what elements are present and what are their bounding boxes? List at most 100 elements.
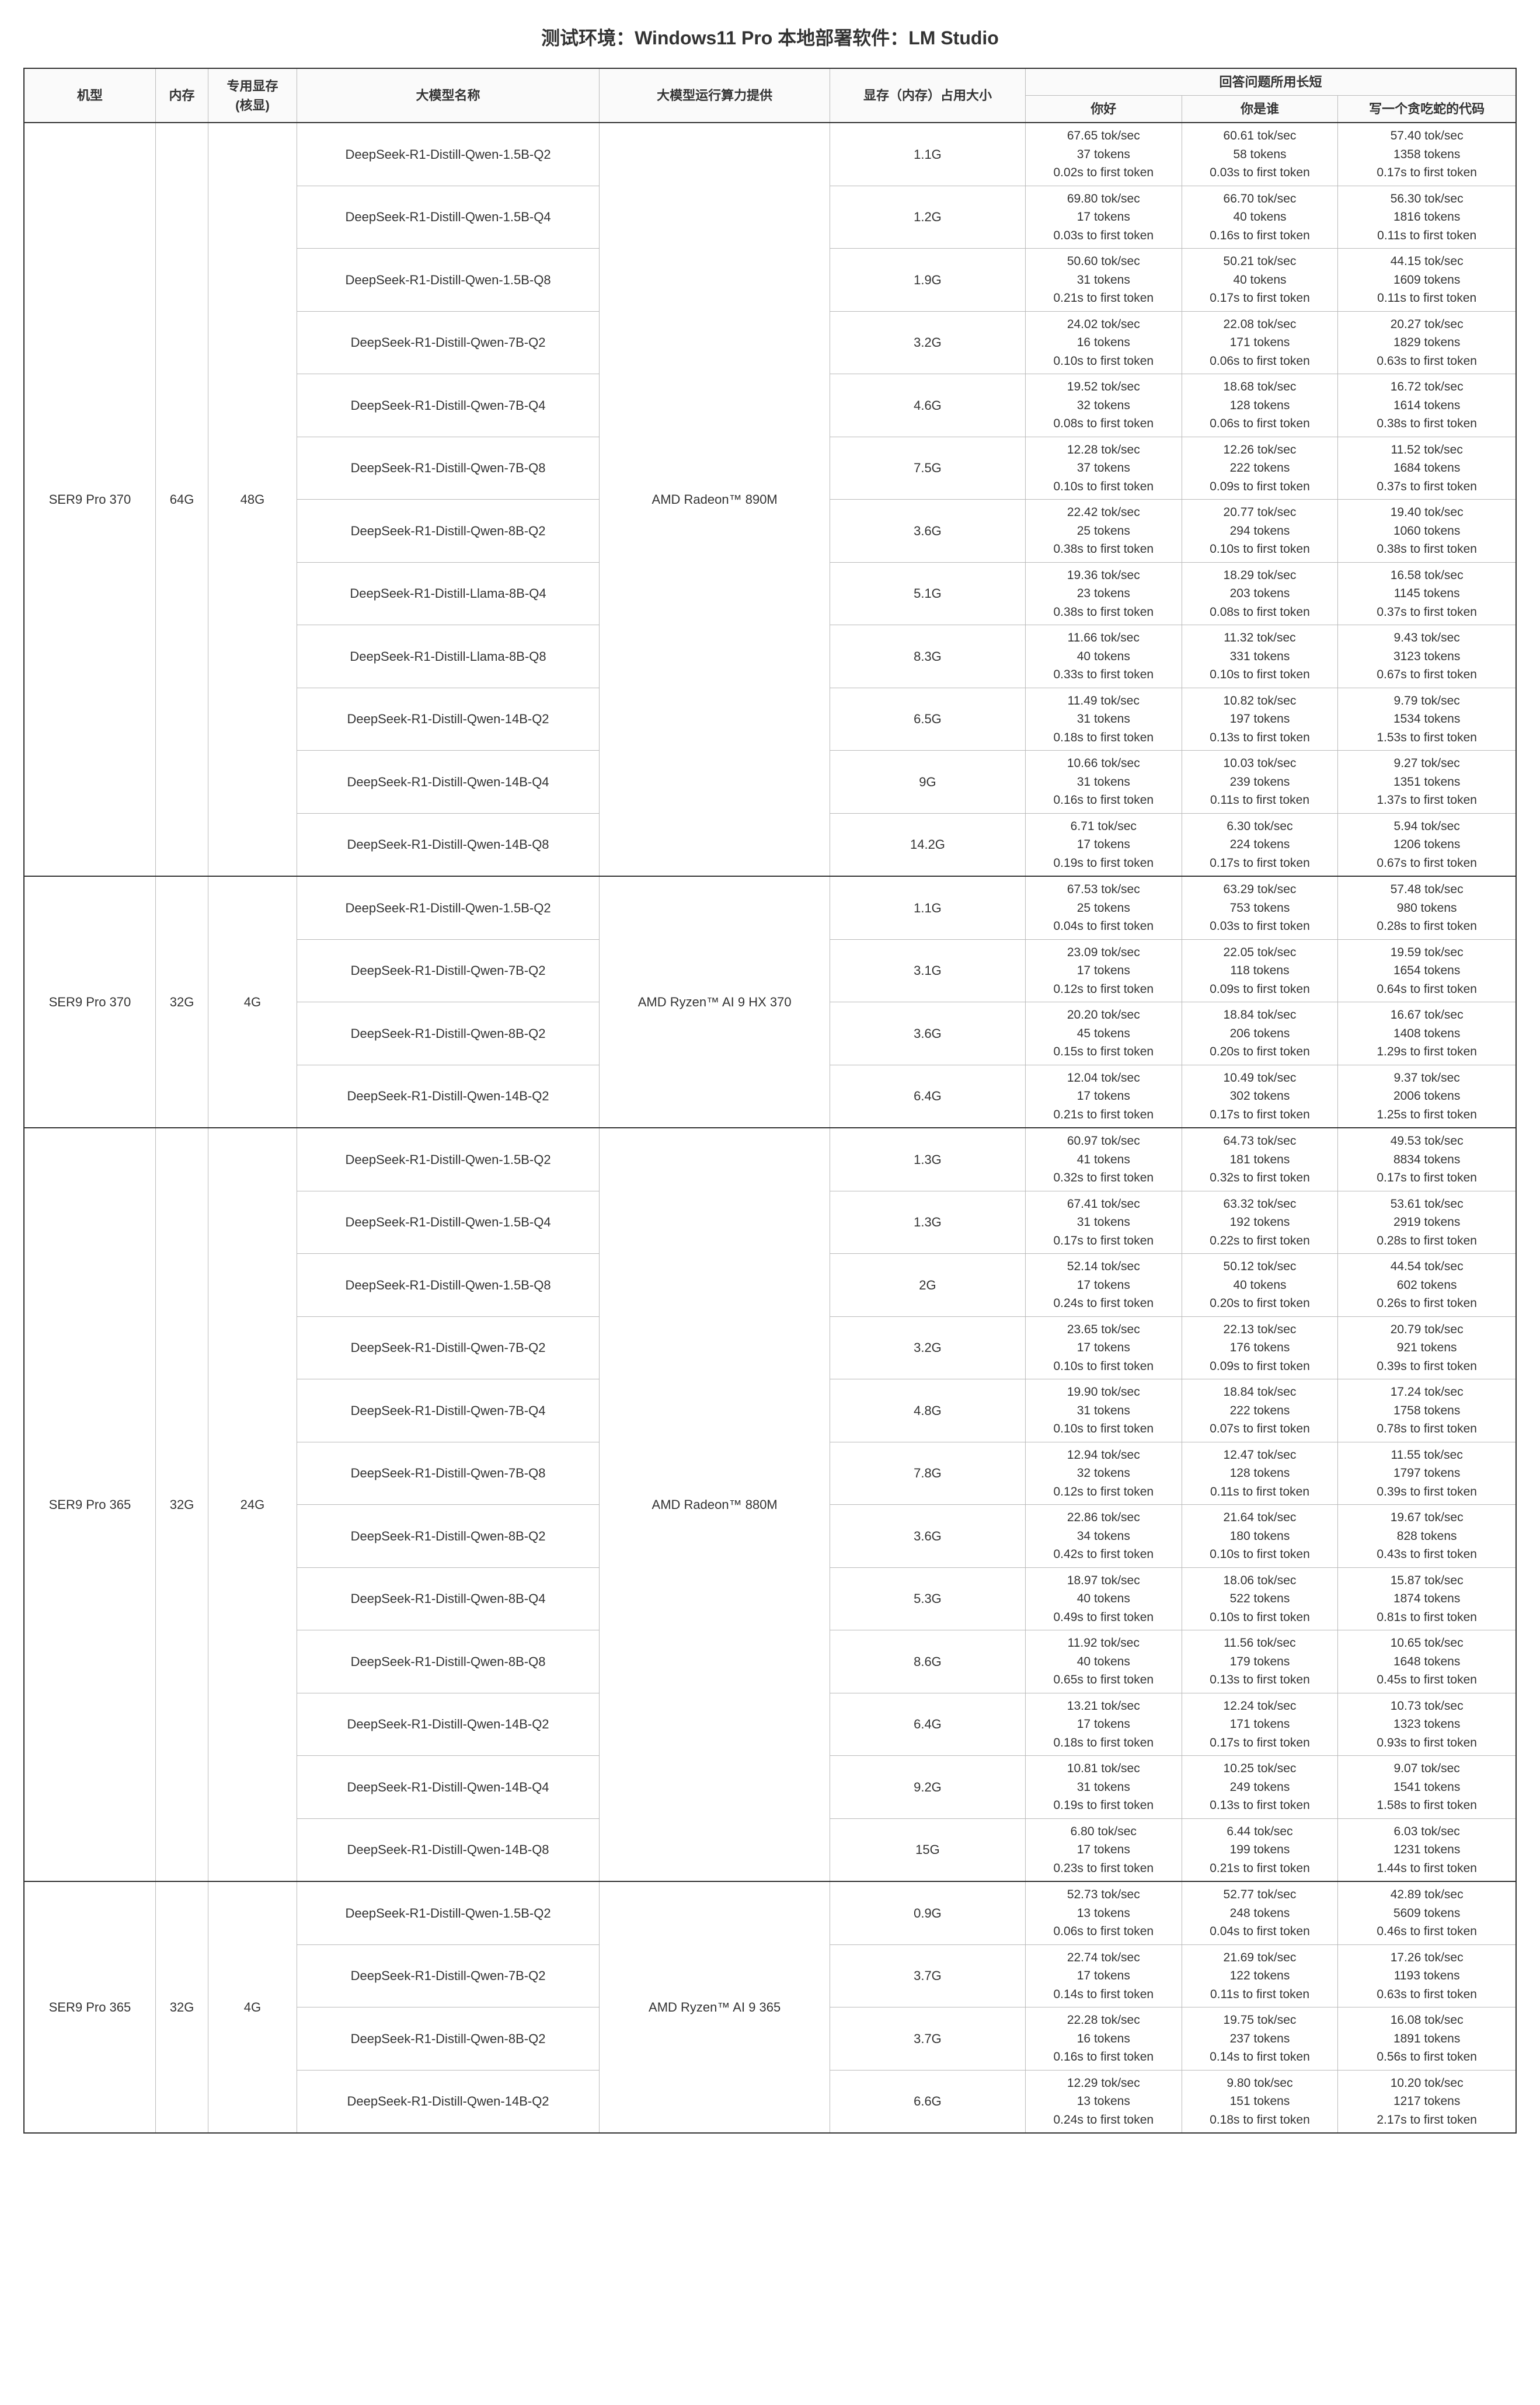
model-cell: DeepSeek-R1-Distill-Qwen-7B-Q4 [297,1379,600,1442]
q3-cell: 15.87 tok/sec1874 tokens0.81s to first t… [1338,1567,1516,1630]
usage-cell: 3.6G [830,500,1025,563]
q1-cell: 24.02 tok/sec16 tokens0.10s to first tok… [1025,311,1182,374]
q1-cell: 12.04 tok/sec17 tokens0.21s to first tok… [1025,1065,1182,1128]
q1-cell: 18.97 tok/sec40 tokens0.49s to first tok… [1025,1567,1182,1630]
machine-cell: SER9 Pro 370 [24,123,155,876]
q3-cell: 10.65 tok/sec1648 tokens0.45s to first t… [1338,1630,1516,1693]
q2-cell: 11.32 tok/sec331 tokens0.10s to first to… [1182,625,1338,688]
q2-cell: 11.56 tok/sec179 tokens0.13s to first to… [1182,1630,1338,1693]
q2-cell: 18.84 tok/sec222 tokens0.07s to first to… [1182,1379,1338,1442]
q2-cell: 52.77 tok/sec248 tokens0.04s to first to… [1182,1881,1338,1944]
q3-cell: 9.79 tok/sec1534 tokens1.53s to first to… [1338,688,1516,751]
table-row: SER9 Pro 37032G4GDeepSeek-R1-Distill-Qwe… [24,876,1516,939]
usage-cell: 4.6G [830,374,1025,437]
usage-cell: 8.6G [830,1630,1025,1693]
usage-cell: 1.3G [830,1191,1025,1254]
usage-cell: 5.1G [830,562,1025,625]
model-cell: DeepSeek-R1-Distill-Qwen-14B-Q2 [297,1065,600,1128]
q1-cell: 52.14 tok/sec17 tokens0.24s to first tok… [1025,1254,1182,1317]
table-row: SER9 Pro 37064G48GDeepSeek-R1-Distill-Qw… [24,123,1516,186]
q1-cell: 12.29 tok/sec13 tokens0.24s to first tok… [1025,2070,1182,2133]
q3-cell: 20.79 tok/sec921 tokens0.39s to first to… [1338,1316,1516,1379]
usage-cell: 6.5G [830,688,1025,751]
benchmark-table: 机型 内存 专用显存(核显) 大模型名称 大模型运行算力提供 显存（内存）占用大… [23,68,1517,2134]
machine-cell: SER9 Pro 365 [24,1128,155,1881]
hdr-model: 大模型名称 [297,68,600,123]
model-cell: DeepSeek-R1-Distill-Qwen-1.5B-Q2 [297,876,600,939]
hdr-ram: 内存 [155,68,208,123]
model-cell: DeepSeek-R1-Distill-Qwen-7B-Q4 [297,374,600,437]
model-cell: DeepSeek-R1-Distill-Llama-8B-Q8 [297,625,600,688]
q3-cell: 16.72 tok/sec1614 tokens0.38s to first t… [1338,374,1516,437]
q3-cell: 6.03 tok/sec1231 tokens1.44s to first to… [1338,1818,1516,1881]
usage-cell: 7.5G [830,437,1025,500]
usage-cell: 9G [830,751,1025,814]
model-cell: DeepSeek-R1-Distill-Qwen-14B-Q2 [297,1693,600,1756]
q3-cell: 19.40 tok/sec1060 tokens0.38s to first t… [1338,500,1516,563]
usage-cell: 14.2G [830,813,1025,876]
q3-cell: 9.27 tok/sec1351 tokens1.37s to first to… [1338,751,1516,814]
q2-cell: 18.06 tok/sec522 tokens0.10s to first to… [1182,1567,1338,1630]
q1-cell: 11.92 tok/sec40 tokens0.65s to first tok… [1025,1630,1182,1693]
q1-cell: 11.49 tok/sec31 tokens0.18s to first tok… [1025,688,1182,751]
q1-cell: 20.20 tok/sec45 tokens0.15s to first tok… [1025,1002,1182,1065]
usage-cell: 3.7G [830,2007,1025,2071]
compute-cell: AMD Ryzen™ AI 9 365 [600,1881,830,2133]
model-cell: DeepSeek-R1-Distill-Qwen-7B-Q8 [297,1442,600,1505]
q3-cell: 9.37 tok/sec2006 tokens1.25s to first to… [1338,1065,1516,1128]
q3-cell: 44.15 tok/sec1609 tokens0.11s to first t… [1338,249,1516,312]
q3-cell: 9.07 tok/sec1541 tokens1.58s to first to… [1338,1756,1516,1819]
model-cell: DeepSeek-R1-Distill-Qwen-8B-Q8 [297,1630,600,1693]
model-cell: DeepSeek-R1-Distill-Qwen-8B-Q2 [297,1505,600,1568]
q3-cell: 44.54 tok/sec602 tokens0.26s to first to… [1338,1254,1516,1317]
q1-cell: 13.21 tok/sec17 tokens0.18s to first tok… [1025,1693,1182,1756]
compute-cell: AMD Ryzen™ AI 9 HX 370 [600,876,830,1128]
q1-cell: 22.28 tok/sec16 tokens0.16s to first tok… [1025,2007,1182,2071]
usage-cell: 6.4G [830,1693,1025,1756]
q2-cell: 21.64 tok/sec180 tokens0.10s to first to… [1182,1505,1338,1568]
q2-cell: 64.73 tok/sec181 tokens0.32s to first to… [1182,1128,1338,1191]
q2-cell: 10.03 tok/sec239 tokens0.11s to first to… [1182,751,1338,814]
q2-cell: 50.12 tok/sec40 tokens0.20s to first tok… [1182,1254,1338,1317]
vram-cell: 4G [208,1881,297,2133]
hdr-vram: 专用显存(核显) [208,68,297,123]
vram-cell: 24G [208,1128,297,1881]
q3-cell: 10.73 tok/sec1323 tokens0.93s to first t… [1338,1693,1516,1756]
q1-cell: 22.86 tok/sec34 tokens0.42s to first tok… [1025,1505,1182,1568]
q1-cell: 12.28 tok/sec37 tokens0.10s to first tok… [1025,437,1182,500]
q3-cell: 9.43 tok/sec3123 tokens0.67s to first to… [1338,625,1516,688]
model-cell: DeepSeek-R1-Distill-Qwen-7B-Q2 [297,939,600,1002]
q3-cell: 20.27 tok/sec1829 tokens0.63s to first t… [1338,311,1516,374]
q2-cell: 22.08 tok/sec171 tokens0.06s to first to… [1182,311,1338,374]
hdr-q3: 写一个贪吃蛇的代码 [1338,96,1516,123]
usage-cell: 3.2G [830,1316,1025,1379]
page-title: 测试环境：Windows11 Pro 本地部署软件：LM Studio [23,23,1517,50]
model-cell: DeepSeek-R1-Distill-Qwen-1.5B-Q4 [297,1191,600,1254]
ram-cell: 32G [155,1128,208,1881]
q1-cell: 6.80 tok/sec17 tokens0.23s to first toke… [1025,1818,1182,1881]
usage-cell: 1.3G [830,1128,1025,1191]
q3-cell: 42.89 tok/sec5609 tokens0.46s to first t… [1338,1881,1516,1944]
q3-cell: 57.40 tok/sec1358 tokens0.17s to first t… [1338,123,1516,186]
q3-cell: 10.20 tok/sec1217 tokens2.17s to first t… [1338,2070,1516,2133]
model-cell: DeepSeek-R1-Distill-Qwen-14B-Q2 [297,2070,600,2133]
q2-cell: 6.44 tok/sec199 tokens0.21s to first tok… [1182,1818,1338,1881]
q1-cell: 67.65 tok/sec37 tokens0.02s to first tok… [1025,123,1182,186]
q3-cell: 11.52 tok/sec1684 tokens0.37s to first t… [1338,437,1516,500]
usage-cell: 9.2G [830,1756,1025,1819]
q2-cell: 63.29 tok/sec753 tokens0.03s to first to… [1182,876,1338,939]
model-cell: DeepSeek-R1-Distill-Qwen-14B-Q4 [297,751,600,814]
q2-cell: 10.49 tok/sec302 tokens0.17s to first to… [1182,1065,1338,1128]
machine-cell: SER9 Pro 370 [24,876,155,1128]
q2-cell: 19.75 tok/sec237 tokens0.14s to first to… [1182,2007,1338,2071]
model-cell: DeepSeek-R1-Distill-Qwen-1.5B-Q2 [297,1881,600,1944]
table-row: SER9 Pro 36532G24GDeepSeek-R1-Distill-Qw… [24,1128,1516,1191]
machine-cell: SER9 Pro 365 [24,1881,155,2133]
model-cell: DeepSeek-R1-Distill-Qwen-7B-Q2 [297,311,600,374]
q1-cell: 67.53 tok/sec25 tokens0.04s to first tok… [1025,876,1182,939]
q2-cell: 12.26 tok/sec222 tokens0.09s to first to… [1182,437,1338,500]
q1-cell: 52.73 tok/sec13 tokens0.06s to first tok… [1025,1881,1182,1944]
q2-cell: 10.82 tok/sec197 tokens0.13s to first to… [1182,688,1338,751]
q2-cell: 12.24 tok/sec171 tokens0.17s to first to… [1182,1693,1338,1756]
q2-cell: 63.32 tok/sec192 tokens0.22s to first to… [1182,1191,1338,1254]
